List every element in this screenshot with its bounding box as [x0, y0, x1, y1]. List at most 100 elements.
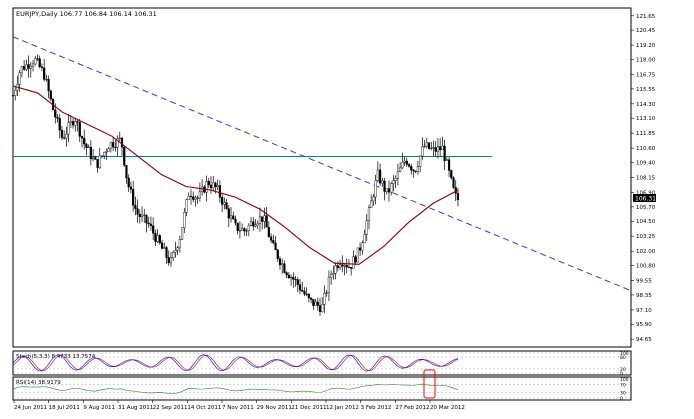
candle-body: [216, 185, 219, 188]
candle-body: [45, 79, 48, 81]
candle-body: [85, 143, 88, 148]
candle-body: [187, 195, 190, 200]
y-tick-label: 102.00: [636, 249, 656, 255]
candle-body: [18, 72, 21, 85]
candle-body: [263, 215, 266, 222]
candle-body: [54, 109, 57, 118]
candle-body: [318, 305, 322, 312]
candle-body: [421, 146, 424, 157]
candle-body: [243, 228, 246, 232]
x-tick-label: 24 Jun 2011: [14, 405, 47, 411]
candle-body: [236, 222, 239, 232]
candle-body: [245, 230, 248, 232]
candle-body: [419, 155, 422, 167]
candle-body: [430, 147, 433, 149]
candle-body: [96, 159, 99, 168]
y-tick-label: 120.45: [636, 28, 656, 34]
candle-body: [276, 249, 279, 259]
candle-body: [69, 121, 72, 123]
candle-body: [396, 171, 399, 179]
candle-body: [100, 155, 104, 157]
candle-body: [327, 276, 331, 293]
rsi-label: RSI(14) 38.9179: [16, 380, 61, 386]
candle-body: [129, 186, 133, 190]
candle-body: [63, 137, 66, 139]
stochastic-level-label: 0: [620, 371, 623, 377]
candle-body: [178, 239, 181, 248]
candle-body: [103, 152, 106, 157]
candle-body: [374, 180, 377, 198]
candle-body: [225, 202, 228, 209]
moving-average: [12, 85, 459, 265]
x-tick-label: 27 Feb 2012: [395, 405, 429, 411]
y-tick-label: 111.85: [636, 131, 656, 137]
candle-body: [407, 164, 411, 167]
y-tick-label: 100.80: [636, 264, 656, 270]
candle-body: [338, 264, 342, 269]
candle-body: [136, 208, 139, 215]
candle-body: [67, 122, 70, 135]
candle-body: [370, 200, 373, 208]
candle-body: [269, 236, 273, 241]
candle-body: [94, 157, 97, 160]
candle-body: [80, 136, 84, 139]
candle-body: [274, 242, 277, 251]
candle-body: [36, 58, 39, 60]
candle-body: [180, 227, 184, 240]
y-tick-label: 109.40: [636, 161, 656, 167]
candle-body: [414, 170, 417, 172]
y-tick-label: 118.00: [636, 58, 656, 64]
candle-body: [330, 273, 333, 278]
y-tick-label: 105.70: [636, 205, 656, 211]
time-axis[interactable]: 24 Jun 2011 18 Jul 2011 9 Aug 2011 31 Aug 2…: [13, 400, 465, 411]
price-tag-label: 106.31: [635, 196, 656, 203]
candle-body: [238, 230, 242, 232]
candle-body: [336, 265, 339, 269]
candle-body: [321, 304, 324, 312]
candle-body: [152, 225, 155, 234]
candle-body: [143, 214, 146, 216]
price-panel-frame: [12, 7, 632, 348]
candle-body: [207, 181, 210, 186]
candle-body: [358, 247, 362, 251]
candle-body: [165, 247, 168, 258]
candle-body: [363, 234, 366, 244]
candle-body: [167, 257, 170, 264]
candle-body: [29, 65, 32, 69]
y-tick-label: 97.10: [636, 308, 652, 314]
candle-body: [332, 273, 335, 275]
x-tick-label: 12 Jan 2012: [326, 405, 359, 411]
candle-body: [267, 227, 270, 238]
candle-body: [227, 208, 230, 219]
stochastic-lines: [12, 354, 459, 372]
candle-body: [283, 263, 286, 273]
stochastic-level-label: 20: [620, 367, 626, 373]
candle-body: [354, 256, 357, 263]
candle-body: [403, 160, 406, 163]
candle-body: [345, 265, 348, 268]
candle-body: [134, 205, 137, 209]
trendline-segment: [12, 36, 632, 292]
candle-body: [223, 202, 226, 205]
candle-body: [439, 146, 442, 151]
candle-body: [287, 274, 290, 279]
candle-body: [310, 297, 313, 300]
price-axis[interactable]: 121.65 120.45 119.20 118.00 116.75 115.55 114.…: [631, 14, 656, 343]
rsi-line: [12, 383, 459, 395]
candle-body: [381, 180, 384, 184]
candle-body: [303, 290, 306, 295]
candle-body: [445, 159, 448, 161]
rsi-level-label: 30: [620, 390, 626, 396]
stochastic-level-label: 100: [620, 351, 629, 357]
candle-body: [14, 90, 17, 96]
candle-body: [312, 299, 315, 306]
candle-body: [410, 166, 413, 171]
candle-body: [58, 118, 61, 131]
candle-body: [298, 284, 302, 291]
trendline[interactable]: [12, 36, 632, 292]
candle-body: [247, 225, 250, 231]
